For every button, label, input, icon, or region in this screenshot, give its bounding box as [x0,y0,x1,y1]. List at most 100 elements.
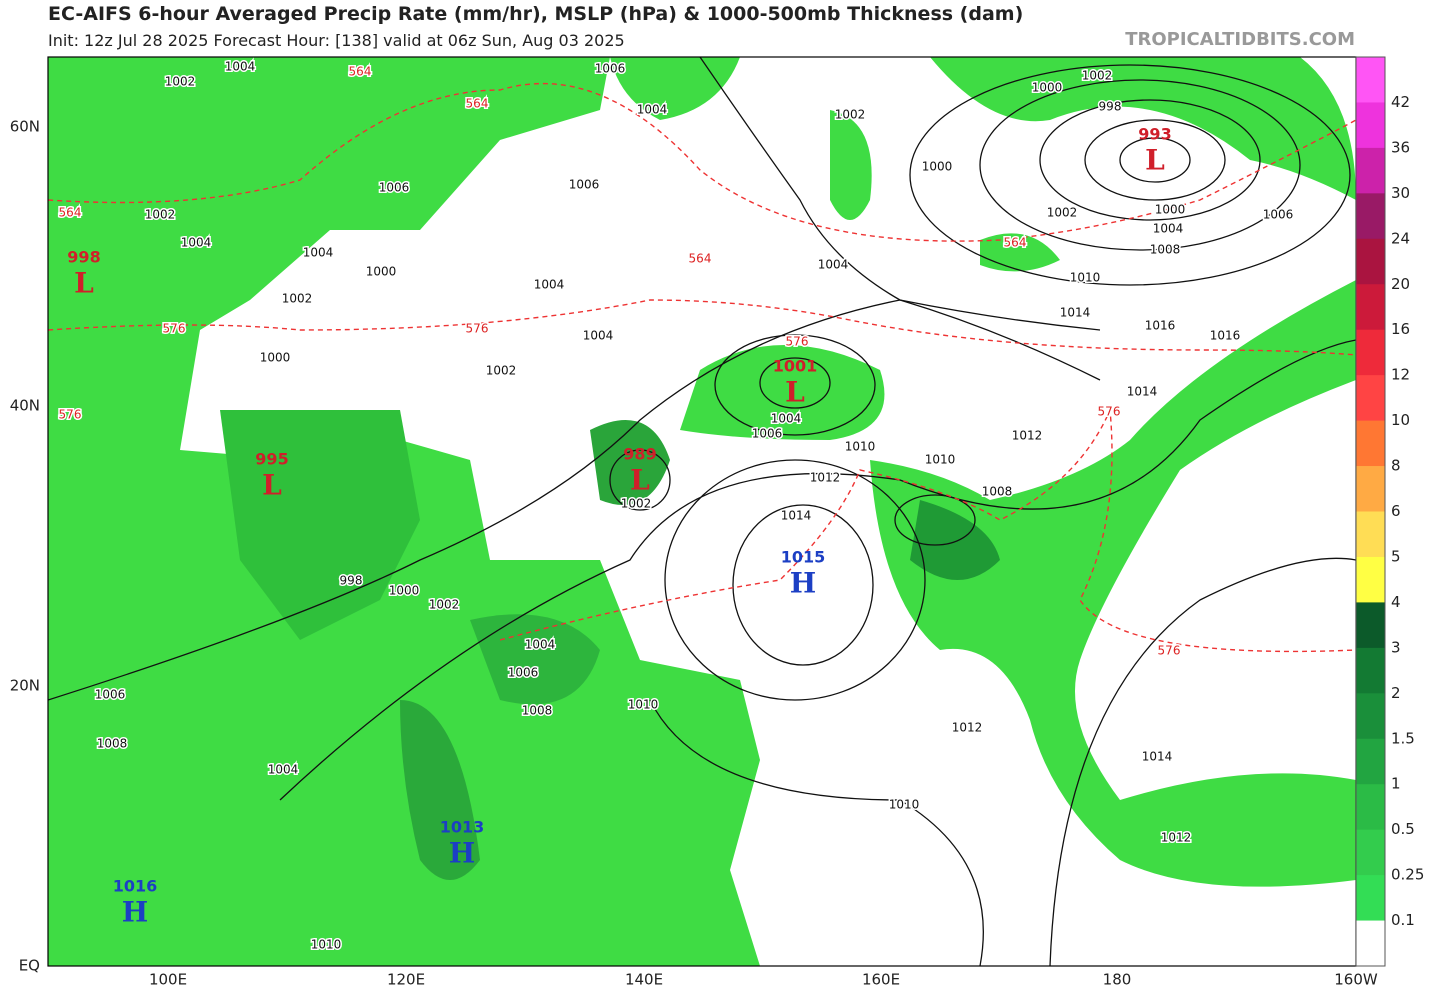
lon-label: 100E [149,971,187,989]
thickness-label: 564 [466,97,489,111]
map-area: 993L998L995L989L1001L1015H1013H1016H1006… [48,57,1356,966]
colorbar-label: 5 [1391,547,1401,565]
isobar-label: 1006 [379,181,410,195]
lon-label: 160W [1334,971,1378,989]
center-letter: L [630,464,650,497]
colorbar-label: 12 [1391,366,1410,384]
colorbar-label: 4 [1391,593,1401,611]
isobar-label: 1000 [389,584,420,598]
isobar-label: 1014 [1142,750,1173,764]
colorbar-label: 0.1 [1391,911,1415,929]
thickness-label: 564 [689,252,712,266]
isobar-label: 1002 [165,75,196,89]
center-pressure: 989 [623,445,656,464]
colorbar-swatch [1356,238,1385,285]
lat-label: 20N [10,677,40,695]
isobar-label: 1004 [818,258,849,272]
center-letter: L [74,267,94,300]
lon-label: 120E [387,971,425,989]
isobar-label: 1016 [1145,319,1176,333]
center-letter: H [449,837,475,870]
colorbar-swatch [1356,647,1385,694]
isobar-label: 1004 [637,103,668,117]
center-pressure: 1001 [773,357,818,376]
isobar-label: 998 [340,574,363,588]
isobar-label: 1010 [628,698,659,712]
colorbar-label: 1 [1391,775,1401,793]
colorbar-swatch [1356,420,1385,467]
lon-label: 180 [1103,971,1132,989]
lon-label: 160E [862,971,900,989]
isobar-label: 1002 [486,364,517,378]
thickness-label: 576 [163,322,186,336]
lon-label: 140E [625,971,663,989]
thickness-label: 564 [1004,236,1027,250]
isobar-label: 1012 [952,721,983,735]
colorbar-frame [1355,56,1386,967]
isobar-label: 1008 [97,737,128,751]
center-pressure: 995 [255,450,288,469]
isobar-label: 1000 [366,265,397,279]
lat-label: 60N [10,118,40,136]
isobar-label: 1008 [1150,243,1181,257]
colorbar-swatch [1356,829,1385,876]
center-pressure: 1015 [781,548,826,567]
center-letter: L [262,469,282,502]
isobar-label: 1006 [569,178,600,192]
colorbar-label: 8 [1391,457,1401,475]
thickness-label: 576 [59,408,82,422]
colorbar-swatch [1356,556,1385,603]
colorbar-label: 6 [1391,502,1401,520]
isobar-label: 1014 [781,509,812,523]
thickness-label: 564 [349,65,372,79]
colorbar-label: 20 [1391,275,1410,293]
colorbar-label: 24 [1391,229,1410,247]
colorbar-swatch [1356,693,1385,740]
thickness-label: 564 [59,206,82,220]
isobar-label: 1002 [1082,69,1113,83]
isobar-label: 1010 [925,453,956,467]
colorbar-label: 10 [1391,411,1410,429]
isobar-label: 1006 [95,688,126,702]
center-pressure: 1016 [113,877,158,896]
isobar-label: 1006 [595,62,626,76]
isobar-label: 1006 [1263,208,1294,222]
isobar-label: 1004 [583,329,614,343]
isobar-label: 1002 [835,108,866,122]
thickness-label: 576 [1158,644,1181,658]
lat-label: EQ [19,957,40,975]
center-letter: L [785,376,805,409]
isobar-label: 1004 [1153,222,1184,236]
colorbar-swatch [1356,875,1385,922]
isobar-label: 1014 [1127,385,1158,399]
colorbar-swatch [1356,329,1385,376]
colorbar-label: 3 [1391,638,1401,656]
isobar-label: 1008 [982,485,1013,499]
colorbar-label: 2 [1391,684,1401,702]
isobar-label: 1006 [752,427,783,441]
colorbar-label: 0.5 [1391,820,1415,838]
isobar-label: 1004 [534,278,565,292]
isobar-label: 1010 [889,798,920,812]
colorbar-swatch [1356,738,1385,785]
colorbar-label: 16 [1391,320,1410,338]
isobar-label: 1000 [922,160,953,174]
colorbar-label: 30 [1391,184,1410,202]
colorbar-swatch [1356,466,1385,512]
thickness-label: 576 [1098,405,1121,419]
isobar-label: 1010 [1070,271,1101,285]
colorbar-swatch [1356,511,1385,558]
center-pressure: 998 [67,248,100,267]
isobar-label: 998 [1099,100,1122,114]
colorbar-label: 0.25 [1391,866,1424,884]
isobar-label: 1006 [508,666,539,680]
isobar-label: 1000 [1032,81,1063,95]
isobar-label: 1004 [268,763,299,777]
isobar-label: 1014 [1060,306,1091,320]
isobar-label: 1012 [810,471,841,485]
center-letter: H [122,896,148,929]
colorbar-label: 42 [1391,93,1410,111]
title: EC-AIFS 6-hour Averaged Precip Rate (mm/… [48,3,1023,25]
isobar-label: 1002 [429,598,460,612]
